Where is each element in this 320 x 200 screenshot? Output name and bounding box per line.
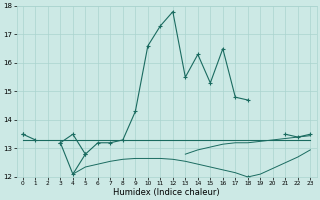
X-axis label: Humidex (Indice chaleur): Humidex (Indice chaleur) (113, 188, 220, 197)
